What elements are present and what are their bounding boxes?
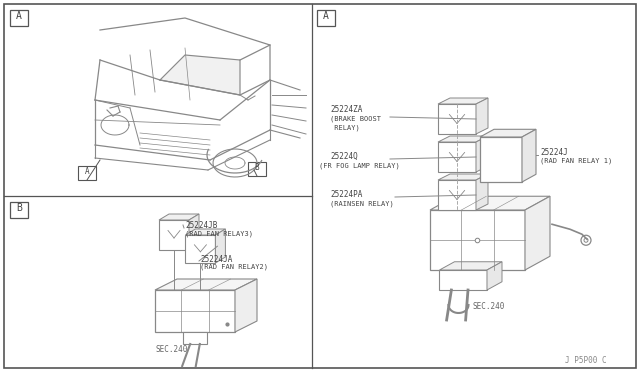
Text: 25224JA: 25224JA [200, 255, 232, 264]
Polygon shape [476, 174, 488, 210]
Polygon shape [235, 279, 257, 332]
Text: (RAINSEN RELAY): (RAINSEN RELAY) [330, 200, 394, 206]
Polygon shape [476, 136, 488, 172]
Text: 25224JB: 25224JB [185, 221, 218, 230]
Bar [438, 104, 476, 134]
Bar [438, 142, 476, 172]
Polygon shape [159, 214, 199, 220]
Text: (RAD FAN RELAY2): (RAD FAN RELAY2) [200, 264, 268, 270]
Polygon shape [430, 196, 550, 210]
Text: B: B [16, 203, 22, 213]
Text: SEC.240: SEC.240 [155, 345, 188, 354]
Text: SEC.240: SEC.240 [473, 302, 505, 311]
Polygon shape [440, 262, 502, 270]
Bar [159, 220, 189, 250]
Text: (RAD FAN RELAY 1): (RAD FAN RELAY 1) [540, 158, 612, 164]
Polygon shape [438, 174, 488, 180]
Bar [10, 10, 28, 26]
Text: (RAD FAN RELAY3): (RAD FAN RELAY3) [185, 230, 253, 237]
Polygon shape [160, 55, 240, 95]
Text: 25224PA: 25224PA [330, 190, 362, 199]
Polygon shape [476, 98, 488, 134]
Bar [183, 332, 207, 344]
Bar [78, 166, 96, 180]
Polygon shape [216, 229, 225, 263]
Text: A: A [16, 11, 22, 21]
Polygon shape [522, 129, 536, 182]
Bar [186, 235, 216, 263]
Polygon shape [525, 196, 550, 270]
Polygon shape [480, 129, 536, 137]
Bar [480, 137, 522, 182]
Text: 25224J: 25224J [540, 148, 568, 157]
Text: (BRAKE BOOST: (BRAKE BOOST [330, 115, 381, 122]
Polygon shape [155, 279, 257, 290]
Bar [248, 162, 266, 176]
Text: B: B [255, 163, 259, 172]
Bar [438, 180, 476, 210]
Text: RELAY): RELAY) [330, 124, 360, 131]
Text: J P5P00 C: J P5P00 C [565, 356, 607, 365]
Text: A: A [323, 11, 329, 21]
Text: (FR FOG LAMP RELAY): (FR FOG LAMP RELAY) [319, 162, 400, 169]
Polygon shape [186, 229, 225, 235]
Bar [440, 270, 487, 290]
Bar [317, 10, 335, 26]
Polygon shape [438, 98, 488, 104]
Polygon shape [487, 262, 502, 290]
Text: 25224ZA: 25224ZA [330, 105, 362, 114]
Bar [10, 202, 28, 218]
Polygon shape [189, 214, 199, 250]
Bar [155, 290, 235, 332]
Bar [430, 210, 525, 270]
Text: 25224Q: 25224Q [330, 152, 358, 161]
Text: A: A [84, 167, 90, 176]
Polygon shape [438, 136, 488, 142]
